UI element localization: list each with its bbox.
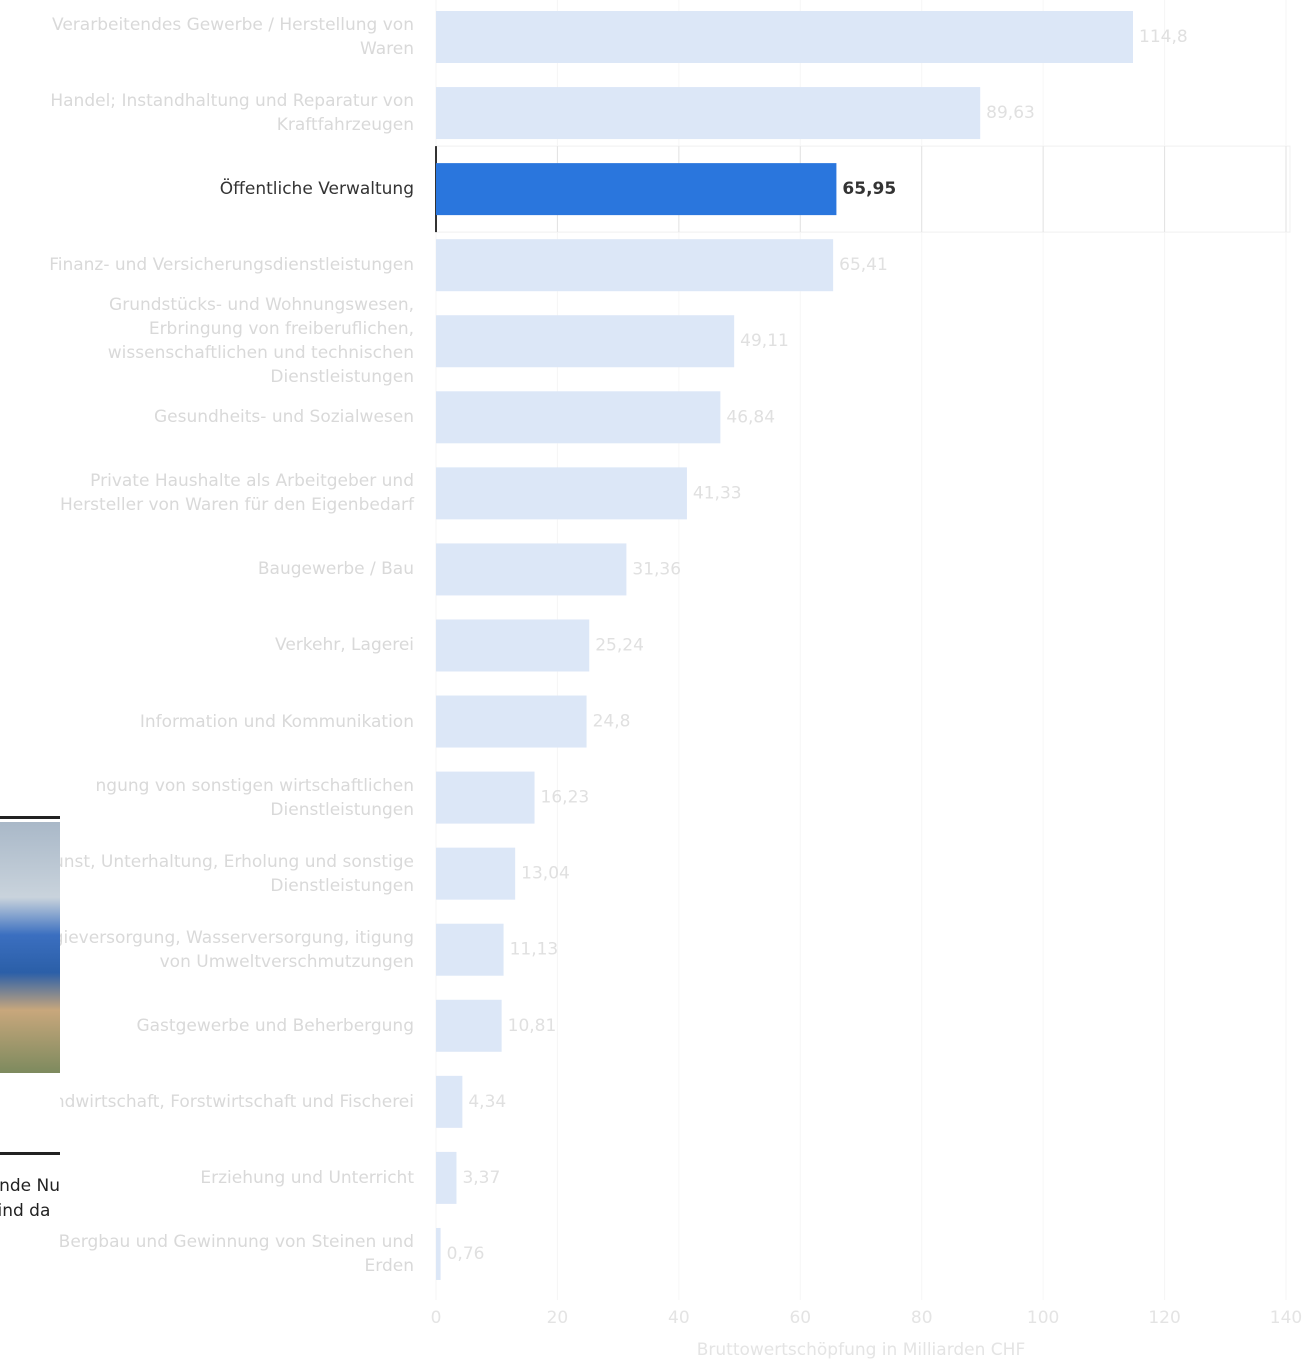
y-tick-label: Erziehung und Unterricht (200, 1167, 414, 1188)
value-label: 0,76 (447, 1244, 485, 1264)
value-label: 49,11 (740, 331, 789, 351)
y-tick-label: ngung von sonstigen wirtschaftlichen Die… (95, 775, 414, 820)
x-tick-label: 120 (1148, 1308, 1180, 1328)
bar (436, 847, 516, 900)
bar (436, 923, 504, 976)
value-label: 31,36 (632, 559, 681, 579)
bar (436, 239, 834, 292)
value-label: 65,41 (839, 255, 888, 275)
bar (436, 619, 590, 672)
value-label: 25,24 (595, 635, 644, 655)
bar (436, 1227, 441, 1280)
y-tick-label: Öffentliche Verwaltung (219, 179, 414, 200)
value-label: 13,04 (521, 864, 570, 884)
y-tick-label: Grundstücks- und Wohnungswesen, Erbringu… (107, 295, 414, 388)
value-label: 46,84 (726, 407, 775, 427)
y-tick-label: Finanz- und Versicherungsdienstleistunge… (49, 255, 414, 276)
x-tick-label: 40 (668, 1308, 690, 1328)
bar (436, 163, 837, 216)
bar (436, 315, 735, 368)
bar (436, 87, 981, 140)
overlay-text: ende Nu sind da (0, 1174, 60, 1222)
y-tick-label: Gastgewerbe und Beherbergung (136, 1015, 414, 1036)
y-tick-label: Bergbau und Gewinnung von Steinen und Er… (58, 1231, 414, 1276)
value-label: 89,63 (986, 103, 1035, 123)
bar (436, 543, 627, 596)
x-tick-label: 0 (431, 1308, 442, 1328)
value-label: 24,8 (593, 712, 631, 732)
x-tick-label: 140 (1270, 1308, 1302, 1328)
y-tick-label: Baugewerbe / Bau (257, 559, 414, 580)
overlay-panel: ende Nu sind da (0, 812, 60, 1222)
y-tick-label: Kunst, Unterhaltung, Erholung und sonsti… (42, 851, 414, 896)
value-label: 10,81 (508, 1016, 557, 1036)
bar (436, 467, 687, 520)
value-label: 114,8 (1139, 27, 1188, 47)
bar (436, 391, 721, 444)
x-axis-title: Bruttowertschöpfung in Milliarden CHF (697, 1340, 1026, 1360)
bar (436, 999, 502, 1052)
overlay-photo (0, 822, 60, 1073)
bar (436, 695, 587, 748)
y-tick-label: Information und Kommunikation (139, 711, 414, 732)
y-tick-label: Verarbeitendes Gewerbe / Herstellung von… (52, 15, 414, 59)
overlay-rule (0, 1152, 60, 1155)
bar (436, 1151, 457, 1204)
bar (436, 1075, 463, 1128)
value-label: 11,13 (510, 940, 559, 960)
x-tick-label: 20 (547, 1308, 569, 1328)
overlay-line: ende Nu (0, 1176, 60, 1196)
y-tick-label: Gesundheits- und Sozialwesen (153, 407, 414, 428)
y-tick-label: nergieversorgung, Wasserversorgung, itig… (24, 927, 414, 972)
value-label: 16,23 (541, 788, 590, 808)
value-label: 41,33 (693, 483, 742, 503)
value-label: 3,37 (462, 1168, 500, 1188)
x-tick-label: 80 (911, 1308, 933, 1328)
overlay-line: sind da (0, 1201, 51, 1221)
y-tick-label: Handel; Instandhaltung und Reparatur von… (50, 91, 414, 136)
y-tick-label: Landwirtschaft, Forstwirtschaft und Fisc… (33, 1091, 414, 1112)
value-label: 4,34 (468, 1092, 506, 1112)
bar (436, 11, 1133, 63)
y-tick-label: Verkehr, Lagerei (275, 635, 414, 656)
x-tick-label: 100 (1027, 1308, 1059, 1328)
bar (436, 771, 535, 824)
overlay-rule (0, 816, 60, 819)
y-tick-label: Private Haushalte als Arbeitgeber und He… (59, 471, 414, 516)
value-label: 65,95 (842, 179, 896, 199)
x-tick-label: 60 (789, 1308, 811, 1328)
